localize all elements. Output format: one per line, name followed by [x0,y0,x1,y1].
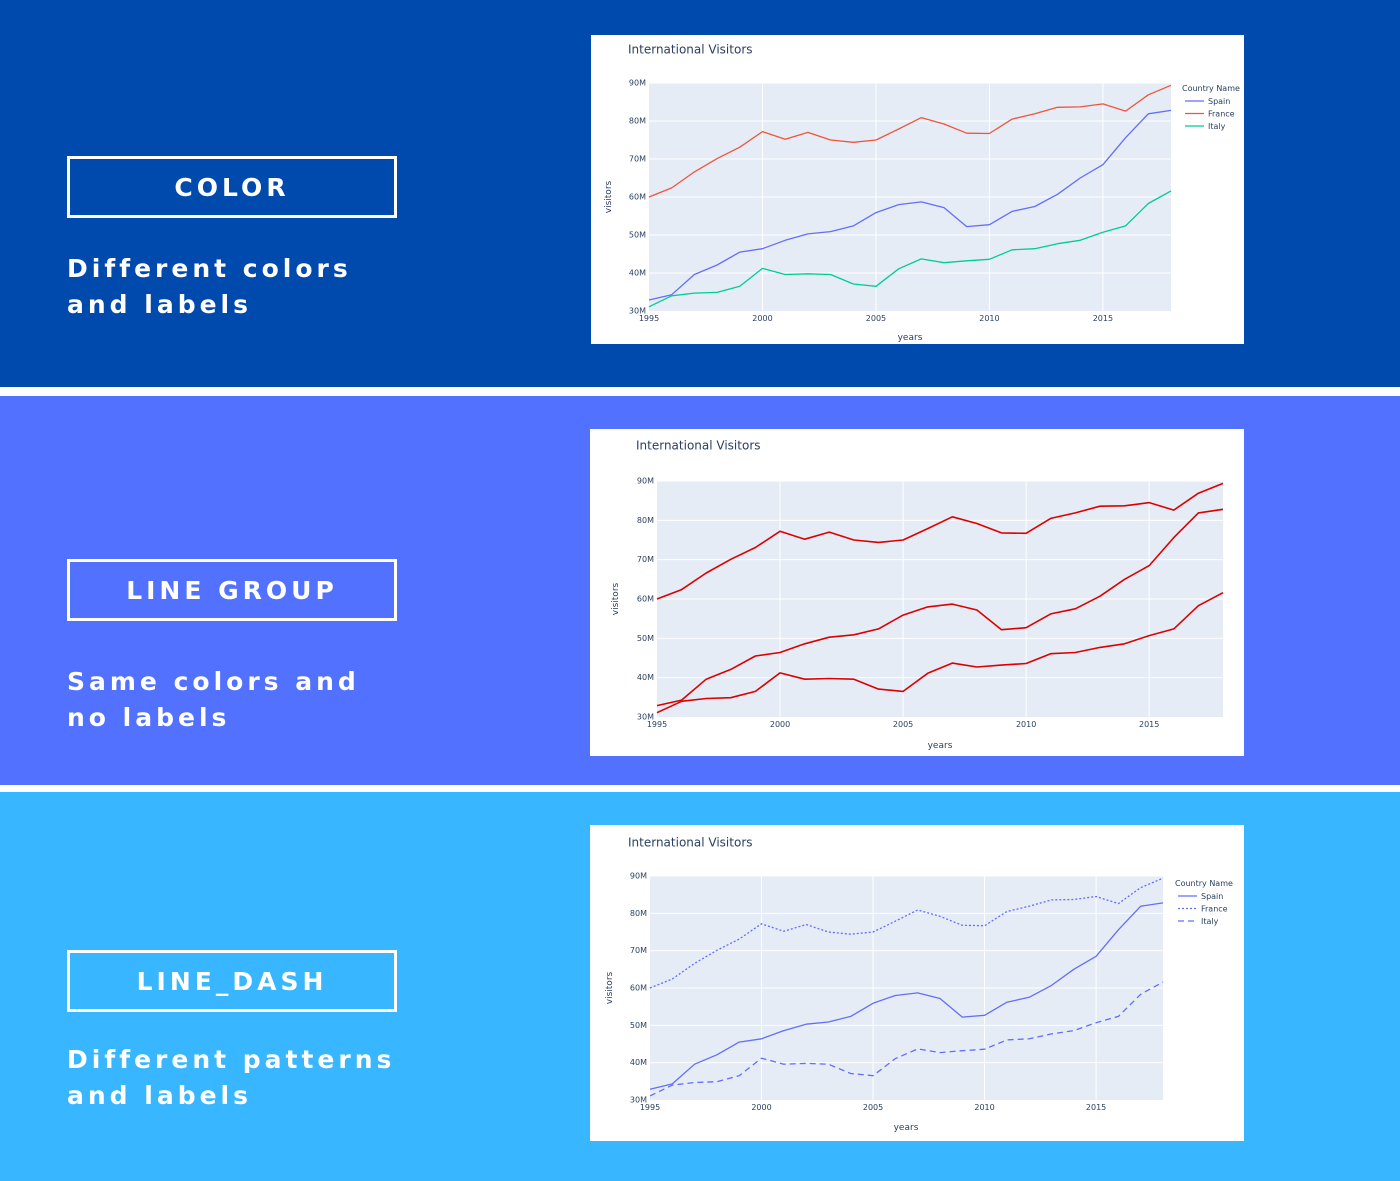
description-line: Different patterns [67,1045,396,1074]
y-tick-label: 60M [629,193,646,202]
y-tick-label: 40M [637,673,654,682]
legend-label-italy: Italy [1201,917,1219,926]
section-line-dash: LINE_DASH Different patterns and labels … [0,792,1400,1181]
x-tick-label: 2010 [974,1103,994,1112]
y-tick-label: 70M [630,946,647,955]
y-tick-label: 90M [629,79,646,88]
y-tick-label: 80M [630,909,647,918]
chart-card: International Visitors 30M 40M 50M 60M 70M 80M… [591,35,1244,344]
x-tick-label: 2005 [866,314,886,323]
x-axis-label: years [894,1123,919,1133]
x-tick-label: 2010 [1016,720,1036,729]
section-label-box: COLOR [67,156,397,218]
line-chart: International Visitors 30M 40M 50M 60M 70M 80M… [611,439,1224,751]
series-line-france [656,482,1224,600]
section-description: Same colors and no labels [67,664,360,736]
x-tick-label: 2015 [1086,1103,1106,1112]
description-line: Same colors and [67,667,360,696]
series-line-spain [648,109,1172,301]
section-color: COLOR Different colors and labels Intern… [0,0,1400,387]
description-line: no labels [67,703,231,732]
y-tick-label: 70M [637,555,654,564]
y-tick-label: 40M [629,269,646,278]
x-axis-label: years [928,741,953,751]
x-tick-label: 2005 [893,720,913,729]
legend-label-italy: Italy [1208,122,1226,131]
y-tick-label: 60M [637,595,654,604]
y-tick-label: 60M [630,984,647,993]
legend-label-france: France [1201,905,1228,914]
y-tick-label: 50M [637,634,654,643]
legend-title: Country Name [1182,84,1240,93]
legend-label-spain: Spain [1208,97,1230,106]
y-tick-label: 40M [630,1058,647,1067]
legend-title: Country Name [1175,879,1233,888]
x-tick-label: 2010 [979,314,999,323]
line-chart: International Visitors 30M 40M 50M 60M 70M 80M… [605,836,1233,1134]
section-description: Different patterns and labels [67,1042,395,1114]
y-tick-label: 80M [637,516,654,525]
y-tick-label: 80M [629,117,646,126]
x-tick-label: 2015 [1093,314,1113,323]
y-tick-label: 50M [629,231,646,240]
chart-card: International Visitors 30M 40M 50M 60M 70M 80M… [590,825,1244,1141]
line-chart: International Visitors 30M 40M 50M 60M 70M 80M… [604,43,1240,344]
y-axis-label: visitors [611,582,621,615]
x-tick-label: 2005 [863,1103,883,1112]
series-line-spain [656,508,1224,707]
y-axis-label: visitors [605,971,615,1004]
chart-title: International Visitors [628,43,753,57]
series-line-france [648,84,1172,198]
x-axis-label: years [898,333,923,343]
description-line: and labels [67,1081,253,1110]
description-line: Different colors [67,254,352,283]
y-axis-label: visitors [604,180,614,213]
description-line: and labels [67,290,253,319]
chart-card: International Visitors 30M 40M 50M 60M 70M 80M… [590,429,1244,756]
legend-label-spain: Spain [1201,892,1223,901]
series-line-france [649,877,1164,989]
y-tick-label: 70M [629,155,646,164]
legend-label-france: France [1208,110,1235,119]
x-tick-label: 2000 [770,720,790,729]
y-tick-label: 30M [630,1096,647,1105]
series-line-italy [656,591,1224,714]
section-line-group: LINE GROUP Same colors and no labels Int… [0,396,1400,785]
section-label-box: LINE_DASH [67,950,397,1012]
series-line-italy [649,981,1164,1097]
chart-title: International Visitors [628,836,753,850]
x-tick-label: 1995 [639,314,659,323]
x-tick-label: 2015 [1139,720,1159,729]
chart-title: International Visitors [636,439,761,453]
y-tick-label: 90M [637,477,654,486]
section-label: LINE GROUP [126,575,338,605]
x-tick-label: 2000 [751,1103,771,1112]
x-tick-label: 1995 [647,720,667,729]
section-label-box: LINE GROUP [67,559,397,621]
section-description: Different colors and labels [67,251,352,323]
x-tick-label: 1995 [640,1103,660,1112]
series-line-spain [649,902,1164,1090]
x-tick-label: 2000 [752,314,772,323]
y-tick-label: 50M [630,1021,647,1030]
y-tick-label: 90M [630,872,647,881]
section-label: COLOR [174,172,290,202]
series-line-italy [648,190,1172,308]
y-tick-label: 30M [637,713,654,722]
y-tick-label: 30M [629,307,646,316]
section-label: LINE_DASH [136,966,328,996]
